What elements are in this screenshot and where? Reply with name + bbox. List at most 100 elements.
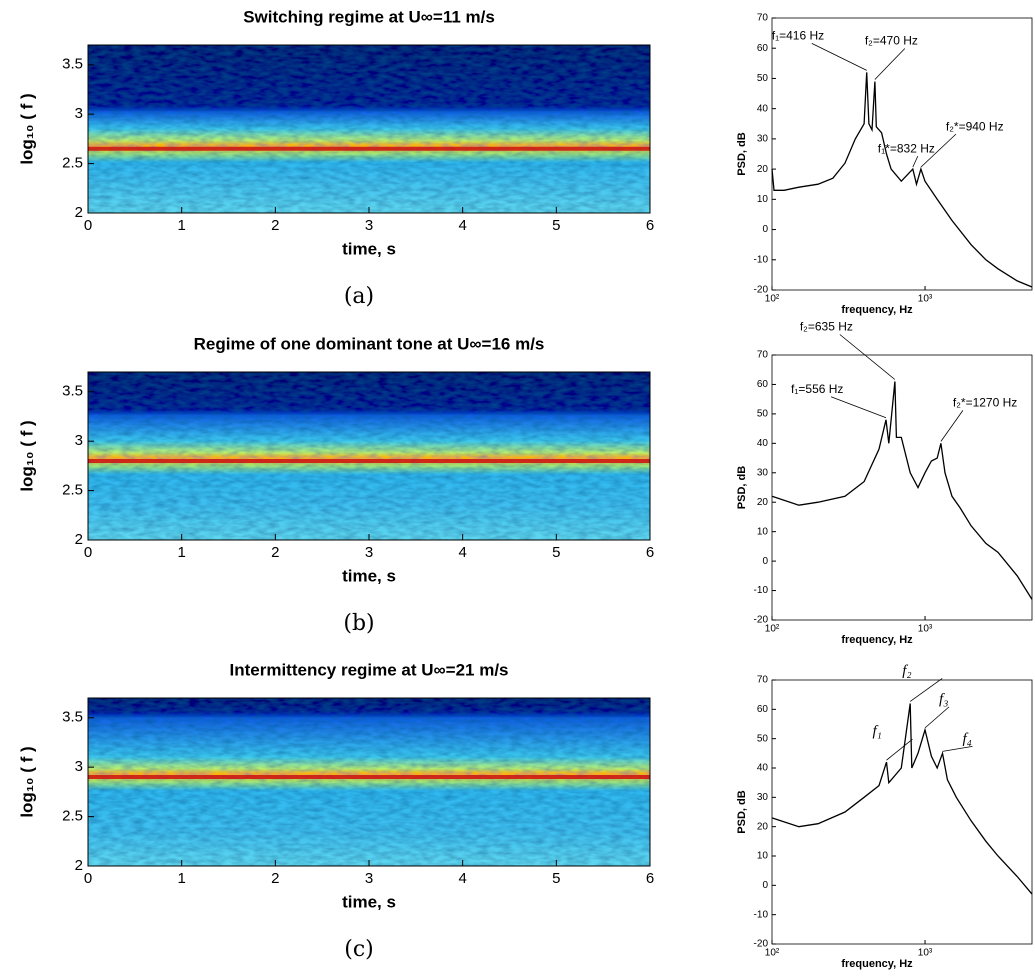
spectrogram-image [88, 45, 650, 213]
x-tick-label: 3 [365, 217, 373, 234]
y-tick-label: 3.5 [62, 383, 83, 400]
annotation: f₂*=940 Hz [946, 119, 1004, 133]
y-tick-label: 60 [757, 43, 769, 54]
x-tick-label: 0 [84, 870, 92, 887]
spectrogram-image [88, 698, 650, 866]
y-tick-label: -10 [754, 909, 769, 920]
x-tick-label: 10³ [918, 294, 933, 305]
x-axis-label: frequency, Hz [841, 958, 913, 970]
x-tick-label: 10³ [918, 624, 933, 635]
x-tick-label: 10² [765, 948, 780, 959]
x-tick-label: 5 [552, 544, 560, 561]
annotation-arrow [811, 43, 867, 71]
y-tick-label: 2.5 [62, 155, 83, 172]
y-tick-label: 10 [757, 851, 769, 862]
axes-frame [771, 679, 1033, 945]
x-tick-label: 0 [84, 544, 92, 561]
x-tick-label: 4 [458, 870, 466, 887]
y-tick-label: 40 [757, 103, 769, 114]
y-tick-label: 30 [757, 134, 769, 145]
x-tick-label: 6 [646, 544, 654, 561]
y-tick-label: 3 [75, 758, 83, 775]
x-tick-label: 3 [365, 870, 373, 887]
annotation-arrow [839, 334, 896, 380]
annotation-arrow [920, 133, 957, 168]
y-tick-label: 50 [757, 73, 769, 84]
y-tick-label: -20 [754, 939, 769, 950]
annotation: f₃ [939, 691, 948, 707]
annotation-arrow [886, 738, 913, 761]
y-tick-label: 0 [762, 880, 768, 891]
psd-line [771, 703, 1033, 895]
y-tick-label: 2.5 [62, 482, 83, 499]
y-tick-label: 0 [762, 224, 768, 235]
annotation-arrow [874, 48, 906, 80]
y-tick-label: 60 [757, 379, 769, 390]
y-tick-label: 3 [75, 432, 83, 449]
annotation-arrow [924, 706, 950, 729]
x-axis-label: frequency, Hz [841, 634, 913, 646]
y-tick-label: 70 [757, 675, 769, 686]
x-axis-label: time, s [342, 892, 396, 911]
chart-title: Switching regime at U∞=11 m/s [243, 7, 495, 26]
y-tick-label: 2 [75, 204, 83, 221]
y-tick-label: 20 [757, 821, 769, 832]
panel-label: (b) [343, 611, 374, 636]
x-tick-label: 5 [552, 870, 560, 887]
spectrogram-image [88, 372, 650, 540]
y-tick-label: 40 [757, 438, 769, 449]
x-tick-label: 3 [365, 544, 373, 561]
y-tick-label: 2 [75, 857, 83, 874]
annotation: f₁=556 Hz [791, 382, 843, 396]
y-tick-label: 10 [757, 194, 769, 205]
y-axis-label: log₁₀ ( f ) [17, 420, 36, 491]
y-axis-label: PSD, dB [736, 790, 748, 833]
x-tick-label: 4 [458, 544, 466, 561]
x-axis-label: frequency, Hz [841, 304, 913, 316]
y-tick-label: 30 [757, 792, 769, 803]
y-tick-label: 40 [757, 763, 769, 774]
annotation-arrow [912, 155, 919, 168]
y-tick-label: -10 [754, 254, 769, 265]
x-tick-label: 0 [84, 217, 92, 234]
x-tick-label: 2 [271, 217, 279, 234]
y-tick-label: 30 [757, 467, 769, 478]
y-tick-label: -10 [754, 585, 769, 596]
x-tick-label: 10² [765, 624, 780, 635]
x-tick-label: 6 [646, 870, 654, 887]
y-tick-label: 50 [757, 409, 769, 420]
y-tick-label: 3 [75, 105, 83, 122]
x-tick-label: 5 [552, 217, 560, 234]
y-tick-label: 3.5 [62, 56, 83, 73]
annotation: f₂=635 Hz [800, 320, 853, 334]
y-tick-label: -20 [754, 285, 769, 296]
annotation: f₄ [962, 731, 971, 747]
x-tick-label: 1 [177, 217, 185, 234]
y-tick-label: 3.5 [62, 709, 83, 726]
annotation: f₁ [872, 724, 881, 740]
x-tick-label: 1 [177, 870, 185, 887]
y-axis-label: PSD, dB [736, 466, 748, 509]
x-tick-label: 2 [271, 544, 279, 561]
y-tick-label: 0 [762, 556, 768, 567]
psd-line [771, 381, 1033, 600]
y-tick-label: 10 [757, 526, 769, 537]
y-axis-label: log₁₀ ( f ) [17, 746, 36, 817]
axes-frame [771, 17, 1033, 291]
axes-frame [771, 354, 1033, 621]
y-tick-label: 70 [757, 350, 769, 361]
x-tick-label: 1 [177, 544, 185, 561]
y-tick-label: 2.5 [62, 808, 83, 825]
x-tick-label: 10² [765, 294, 780, 305]
annotation: f₁*=832 Hz [878, 141, 935, 155]
y-tick-label: 60 [757, 704, 769, 715]
chart-title: Regime of one dominant tone at U∞=16 m/s [194, 334, 545, 353]
annotation: f₂ [902, 663, 911, 679]
y-tick-label: 20 [757, 164, 769, 175]
annotation: f₂=470 Hz [865, 34, 918, 48]
chart-title: Intermittency regime at U∞=21 m/s [229, 660, 508, 679]
annotation: f₁=416 Hz [772, 29, 824, 43]
annotation-arrow [942, 745, 973, 752]
x-axis-label: time, s [342, 239, 396, 258]
